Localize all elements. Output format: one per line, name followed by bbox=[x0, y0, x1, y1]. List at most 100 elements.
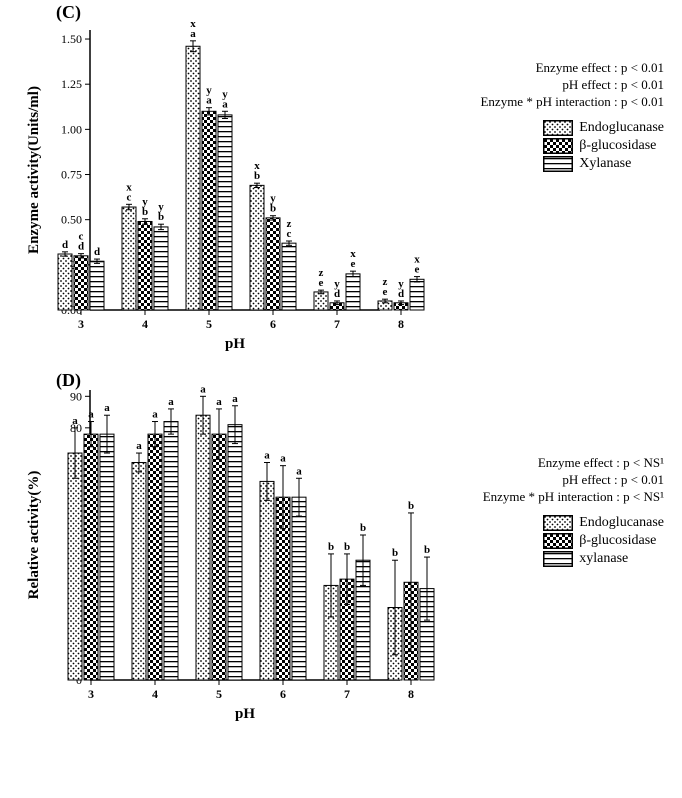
svg-text:3: 3 bbox=[78, 317, 84, 331]
svg-text:b: b bbox=[360, 522, 366, 534]
bar bbox=[282, 243, 296, 310]
svg-text:Enzyme activity(Units/ml): Enzyme activity(Units/ml) bbox=[26, 86, 42, 254]
bar bbox=[250, 185, 264, 310]
legend-d: Endoglucanase β-glucosidase xylanase bbox=[543, 515, 664, 569]
legend-row: Xylanase bbox=[543, 156, 664, 172]
svg-text:6: 6 bbox=[270, 317, 276, 331]
bar bbox=[164, 422, 178, 680]
bar bbox=[58, 254, 72, 310]
bar bbox=[154, 227, 168, 310]
svg-text:a: a bbox=[206, 95, 212, 107]
svg-text:a: a bbox=[296, 465, 302, 477]
bar bbox=[212, 434, 226, 680]
svg-text:8: 8 bbox=[408, 687, 414, 701]
svg-text:3: 3 bbox=[88, 687, 94, 701]
bar bbox=[196, 415, 210, 680]
bar bbox=[292, 497, 306, 680]
svg-text:c: c bbox=[287, 228, 292, 240]
svg-text:b: b bbox=[254, 170, 260, 182]
svg-text:90: 90 bbox=[70, 389, 82, 403]
panel-c: (C) 0.000.250.500.751.001.251.50Enzyme a… bbox=[0, 0, 682, 360]
svg-text:b: b bbox=[392, 547, 398, 559]
svg-text:b: b bbox=[270, 203, 276, 215]
svg-text:0.75: 0.75 bbox=[61, 168, 82, 182]
svg-text:pH: pH bbox=[235, 706, 255, 722]
legend-label: xylanase bbox=[579, 551, 628, 567]
svg-text:5: 5 bbox=[206, 317, 212, 331]
bar bbox=[138, 221, 152, 310]
legend-label: Xylanase bbox=[579, 156, 631, 172]
svg-text:a: a bbox=[264, 450, 270, 462]
legend-swatch-checker bbox=[543, 533, 573, 549]
legend-label: Endoglucanase bbox=[579, 515, 664, 531]
bar bbox=[314, 292, 328, 310]
stats-c-line: pH effect : p < 0.01 bbox=[480, 77, 664, 94]
svg-text:a: a bbox=[280, 453, 286, 465]
svg-text:Relative activity(%): Relative activity(%) bbox=[26, 471, 42, 600]
svg-text:4: 4 bbox=[152, 687, 158, 701]
svg-text:a: a bbox=[72, 415, 78, 427]
stats-d-line: Enzyme * pH interaction : p < NS¹ bbox=[483, 489, 664, 506]
legend-label: Endoglucanase bbox=[579, 120, 664, 136]
svg-text:e: e bbox=[319, 277, 324, 289]
svg-text:1.25: 1.25 bbox=[61, 77, 82, 91]
svg-text:d: d bbox=[334, 288, 340, 300]
stats-d-line: pH effect : p < 0.01 bbox=[483, 472, 664, 489]
legend-row: β-glucosidase bbox=[543, 138, 664, 154]
svg-text:a: a bbox=[232, 393, 238, 405]
stats-c-line: Enzyme * pH interaction : p < 0.01 bbox=[480, 94, 664, 111]
svg-text:e: e bbox=[415, 264, 420, 276]
svg-text:a: a bbox=[136, 440, 142, 452]
bar bbox=[202, 111, 216, 310]
svg-text:a: a bbox=[190, 28, 196, 40]
svg-text:b: b bbox=[328, 541, 334, 553]
bar bbox=[74, 256, 88, 310]
panel-c-label: (C) bbox=[56, 2, 81, 23]
panel-d-label: (D) bbox=[56, 370, 81, 391]
bar bbox=[132, 463, 146, 681]
bar bbox=[260, 481, 274, 680]
svg-text:d: d bbox=[398, 288, 404, 300]
bar bbox=[228, 425, 242, 680]
bar bbox=[122, 207, 136, 310]
legend-swatch-hstripe bbox=[543, 156, 573, 172]
svg-text:d: d bbox=[78, 241, 84, 253]
svg-text:4: 4 bbox=[142, 317, 148, 331]
legend-row: β-glucosidase bbox=[543, 533, 664, 549]
bar bbox=[266, 218, 280, 310]
svg-text:a: a bbox=[168, 396, 174, 408]
svg-text:b: b bbox=[408, 500, 414, 512]
bar bbox=[410, 279, 424, 310]
chart-c-svg: 0.000.250.500.751.001.251.50Enzyme activ… bbox=[0, 0, 682, 360]
svg-text:e: e bbox=[383, 286, 388, 298]
legend-swatch-dots bbox=[543, 515, 573, 531]
svg-text:8: 8 bbox=[398, 317, 404, 331]
svg-text:d: d bbox=[94, 246, 100, 258]
svg-text:pH: pH bbox=[225, 336, 245, 352]
svg-text:b: b bbox=[424, 544, 430, 556]
svg-text:1.00: 1.00 bbox=[61, 122, 82, 136]
svg-text:b: b bbox=[344, 541, 350, 553]
stats-block-d: Enzyme effect : p < NS¹ pH effect : p < … bbox=[483, 455, 664, 506]
legend-row: Endoglucanase bbox=[543, 515, 664, 531]
svg-text:a: a bbox=[88, 409, 94, 421]
svg-text:b: b bbox=[158, 211, 164, 223]
svg-text:5: 5 bbox=[216, 687, 222, 701]
svg-text:a: a bbox=[200, 383, 206, 395]
svg-text:a: a bbox=[216, 396, 222, 408]
bar bbox=[90, 261, 104, 310]
bar bbox=[346, 274, 360, 310]
legend-label: β-glucosidase bbox=[579, 138, 656, 154]
legend-row: xylanase bbox=[543, 551, 664, 567]
svg-text:b: b bbox=[142, 206, 148, 218]
stats-c-line: Enzyme effect : p < 0.01 bbox=[480, 60, 664, 77]
legend-label: β-glucosidase bbox=[579, 533, 656, 549]
svg-text:a: a bbox=[222, 98, 228, 110]
legend-swatch-checker bbox=[543, 138, 573, 154]
bar bbox=[84, 434, 98, 680]
svg-text:c: c bbox=[127, 191, 132, 203]
panel-d: (D) 0102030405060708090Relative activity… bbox=[0, 360, 682, 730]
svg-text:1.50: 1.50 bbox=[61, 32, 82, 46]
svg-text:a: a bbox=[104, 402, 110, 414]
legend-swatch-hstripe bbox=[543, 551, 573, 567]
